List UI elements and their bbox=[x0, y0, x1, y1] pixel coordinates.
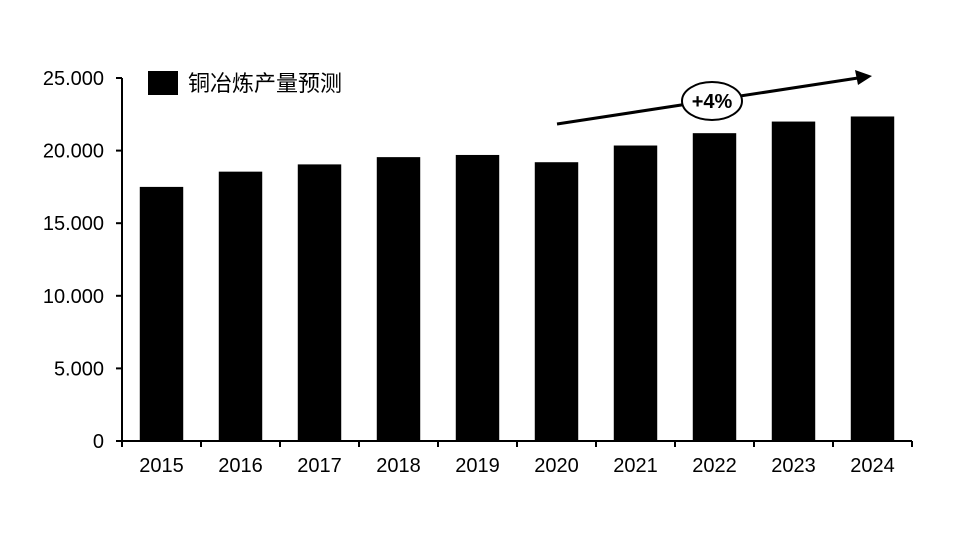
y-tick-label: 20.000 bbox=[43, 141, 104, 163]
bar-2023 bbox=[771, 121, 816, 441]
growth-label-bubble bbox=[681, 81, 743, 121]
x-tick-label: 2024 bbox=[850, 455, 895, 477]
bar-2018 bbox=[376, 157, 421, 441]
bar-2021 bbox=[613, 145, 658, 441]
y-tick-label: 25.000 bbox=[43, 68, 104, 90]
y-tick-label: 15.000 bbox=[43, 213, 104, 235]
x-tick-label: 2022 bbox=[692, 455, 737, 477]
bar-2022 bbox=[692, 133, 737, 441]
bar-2015 bbox=[139, 186, 184, 441]
bar-2016 bbox=[218, 171, 263, 442]
bar-2019 bbox=[455, 154, 500, 441]
x-axis: 2015 2016 2017 2018 2019 2020 2021 2022 2023 2024 bbox=[121, 440, 913, 477]
x-tick-label: 2018 bbox=[376, 455, 421, 477]
bar-series bbox=[139, 116, 895, 442]
growth-annotation: +4% bbox=[556, 70, 872, 126]
x-tick-label: 2015 bbox=[139, 455, 184, 477]
y-tick-label: 5.000 bbox=[54, 358, 104, 380]
legend: 铜冶炼产量预测 bbox=[148, 71, 342, 96]
bar-2024 bbox=[850, 116, 895, 441]
x-tick-label: 2016 bbox=[218, 455, 263, 477]
legend-label: 铜冶炼产量预测 bbox=[188, 71, 342, 96]
x-tick-label: 2019 bbox=[455, 455, 500, 477]
x-tick-label: 2023 bbox=[771, 455, 816, 477]
y-tick-label: 0 bbox=[93, 431, 104, 453]
x-tick-label: 2020 bbox=[534, 455, 579, 477]
y-tick-label: 10.000 bbox=[43, 286, 104, 308]
bar-2017 bbox=[297, 164, 342, 442]
growth-arrow-head bbox=[855, 70, 872, 85]
legend-swatch bbox=[148, 71, 178, 95]
bar-2020 bbox=[534, 162, 579, 441]
x-tick-label: 2021 bbox=[613, 455, 658, 477]
growth-label: +4% bbox=[692, 91, 733, 113]
x-tick-label: 2017 bbox=[297, 455, 342, 477]
y-axis: 0 5.000 10.000 15.000 20.000 25.000 bbox=[43, 68, 123, 453]
